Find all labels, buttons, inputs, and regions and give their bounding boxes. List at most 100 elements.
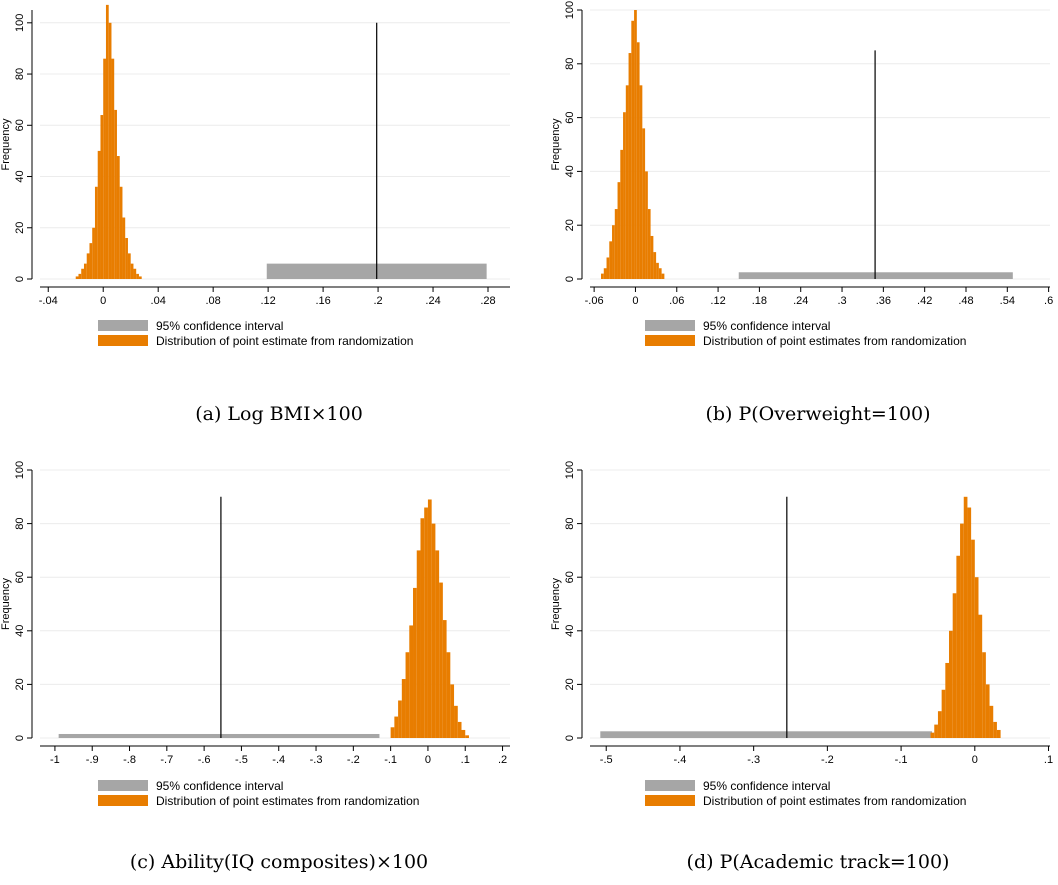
histogram-bar <box>111 58 115 279</box>
histogram-bar <box>78 273 82 279</box>
histogram-bar <box>92 227 95 279</box>
histogram-bar <box>642 128 646 279</box>
panel-overweight: -.06 0 .06 .12 .18 .24 .3 .36 .42 .48 .54 .6 0 20 40 60… <box>550 1 1053 425</box>
histogram-bar <box>963 496 968 738</box>
histogram-bar <box>639 85 643 279</box>
x-tick-label: .42 <box>917 295 932 307</box>
x-tick-label: -.7 <box>160 754 173 766</box>
histogram-bar <box>645 171 648 279</box>
histogram-bar <box>125 238 128 279</box>
x-tick-label: 0 <box>972 754 978 766</box>
histogram-bar <box>620 149 624 279</box>
y-tick-label: 0 <box>564 276 576 282</box>
histogram-bar <box>461 729 466 738</box>
histogram-bar <box>424 507 428 738</box>
y-tick-label: 60 <box>564 571 576 583</box>
histogram-bar <box>956 555 961 738</box>
x-tick-label: .16 <box>315 295 330 307</box>
histogram-bar <box>606 257 610 279</box>
x-tick-label: .2 <box>373 295 382 307</box>
histogram-bar <box>650 235 654 279</box>
legend-swatch-hist <box>98 335 148 346</box>
histogram-bar <box>971 539 975 738</box>
histogram-bar <box>631 20 635 279</box>
histogram-bar <box>130 263 134 279</box>
histogram-bar <box>81 268 84 279</box>
histogram-bar <box>974 577 979 738</box>
histogram-bar <box>103 58 106 279</box>
x-tick-label: .04 <box>151 295 166 307</box>
panel-caption: (b) P(Overweight=100) <box>705 403 930 425</box>
histogram-bar <box>952 593 957 738</box>
histogram-bar <box>930 732 935 738</box>
histogram-bar <box>603 268 607 279</box>
y-axis-title: Frequency <box>0 118 12 170</box>
histogram-bar <box>86 253 90 279</box>
histogram-bar <box>937 711 942 738</box>
y-tick-label: 60 <box>14 571 26 583</box>
y-axis-title: Frequency <box>550 118 562 170</box>
x-tick-label: -.5 <box>235 754 248 766</box>
legend-swatch-hist <box>98 795 148 806</box>
histogram-bar <box>967 507 972 738</box>
legend-label-ci: 95% confidence interval <box>703 319 830 333</box>
x-tick-label: -.1 <box>384 754 397 766</box>
histogram-bar <box>454 705 458 738</box>
histogram-bar <box>982 652 986 738</box>
y-tick-label: 40 <box>14 170 26 182</box>
histogram-bar <box>439 582 443 738</box>
histogram-bar <box>401 679 406 738</box>
x-tick-label: -.9 <box>86 754 99 766</box>
x-tick-label: .3 <box>837 295 846 307</box>
x-tick-label: .24 <box>793 295 808 307</box>
panel-log-bmi: -.04 0 .04 .08 .12 .16 .2 .24 .28 0 20 40 60 80 100 Fre… <box>0 4 510 425</box>
histogram-bar <box>985 684 990 738</box>
x-tick-label: -.3 <box>310 754 323 766</box>
histogram-bar <box>413 587 417 738</box>
histogram-bar <box>612 225 615 279</box>
histogram-bar <box>427 499 432 738</box>
legend-swatch-hist <box>645 795 695 806</box>
x-tick-label: -.8 <box>123 754 136 766</box>
y-tick-label: 20 <box>14 222 26 234</box>
histogram-bar <box>653 252 657 279</box>
x-tick-label: .48 <box>958 295 973 307</box>
histogram-bar <box>450 684 455 738</box>
histogram-bar <box>960 523 964 738</box>
histogram-bar <box>661 273 665 279</box>
histogram-bar <box>465 735 469 738</box>
histogram-bar <box>116 156 120 279</box>
y-tick-label: 100 <box>564 1 576 19</box>
confidence-interval-bar <box>600 731 933 738</box>
y-tick-label: 80 <box>14 68 26 80</box>
histogram-bar <box>978 614 983 738</box>
x-tick-label: .28 <box>480 295 495 307</box>
y-tick-label: 40 <box>564 625 576 637</box>
y-tick-label: 40 <box>564 165 576 177</box>
y-axis-title: Frequency <box>0 578 12 630</box>
x-tick-label: -.1 <box>895 754 908 766</box>
x-tick-label: .12 <box>260 295 275 307</box>
histogram-bar <box>127 253 131 279</box>
panel-caption: (d) P(Academic track=100) <box>687 851 950 873</box>
x-tick-label: -.4 <box>272 754 285 766</box>
histogram-bar <box>601 273 604 279</box>
x-tick-label: -.04 <box>39 295 58 307</box>
histogram-bar <box>647 209 651 279</box>
histogram-bar <box>97 150 101 279</box>
histogram-bar <box>623 112 626 279</box>
histogram-bar <box>625 85 629 279</box>
histogram-bar <box>609 241 613 279</box>
x-tick-label: 0 <box>425 754 431 766</box>
legend-label-hist: Distribution of point estimates from ran… <box>703 334 966 348</box>
histogram-bar <box>390 727 395 738</box>
legend-swatch-ci <box>98 780 148 791</box>
x-tick-label: .36 <box>876 295 891 307</box>
histogram-bar <box>409 625 414 738</box>
confidence-interval-bar <box>738 272 1013 279</box>
x-tick-label: .06 <box>669 295 684 307</box>
